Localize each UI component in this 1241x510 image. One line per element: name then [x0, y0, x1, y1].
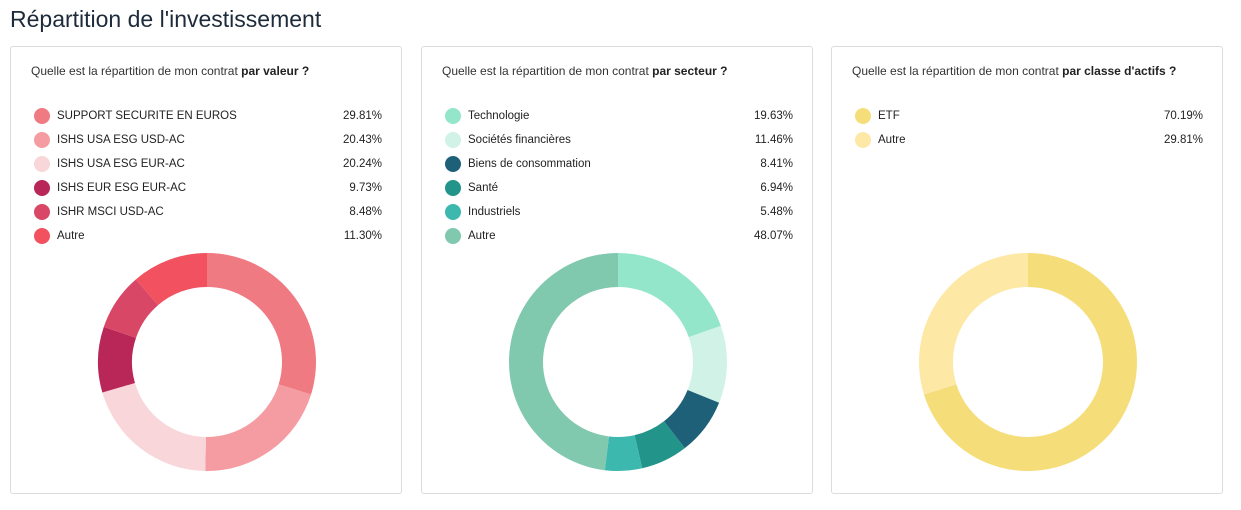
legend-item[interactable]: ISHS USA ESG USD-AC 20.43% [34, 128, 382, 152]
legend-label: Industriels [468, 206, 521, 218]
legend-value: 70.19% [1163, 110, 1203, 122]
donut-slice[interactable] [98, 326, 136, 393]
legend-item[interactable]: ISHS USA ESG EUR-AC 20.24% [34, 152, 382, 176]
legend-value: 20.24% [342, 158, 382, 170]
donut-slice[interactable] [923, 253, 1137, 471]
legend-value: 11.46% [754, 134, 793, 146]
legend-label: Autre [57, 230, 85, 242]
donut-slice[interactable] [102, 382, 206, 471]
legend-dot-icon [445, 204, 461, 220]
legend-item[interactable]: ISHS EUR ESG EUR-AC 9.73% [34, 176, 382, 200]
donut-slice[interactable] [634, 421, 685, 469]
legend-dot-icon [34, 132, 50, 148]
legend-value: 29.81% [342, 110, 382, 122]
donut-slice[interactable] [919, 253, 1028, 395]
question-bold: par valeur ? [241, 64, 310, 78]
legend-item[interactable]: Sociétés financières 11.46% [445, 128, 793, 152]
legend-label: ISHS USA ESG USD-AC [57, 134, 185, 146]
donut-slice[interactable] [687, 325, 727, 403]
donut-slice[interactable] [663, 390, 720, 449]
chart-question: Quelle est la répartition de mon contrat… [442, 64, 728, 78]
legend-label: Sociétés financières [468, 134, 571, 146]
legend-dot-icon [445, 180, 461, 196]
legend-value: 8.41% [760, 158, 793, 170]
donut-chart [98, 253, 316, 471]
legend-label: ISHS EUR ESG EUR-AC [57, 182, 187, 194]
question-text: Quelle est la répartition de mon contrat [31, 64, 242, 78]
legend-item[interactable]: Santé 6.94% [445, 176, 793, 200]
legend-value: 19.63% [753, 110, 793, 122]
legend-item[interactable]: ETF 70.19% [855, 104, 1203, 128]
donut-slice[interactable] [207, 253, 316, 395]
chart-card: Quelle est la répartition de mon contrat… [421, 46, 813, 494]
chart-question: Quelle est la répartition de mon contrat… [31, 64, 309, 78]
legend-value: 48.07% [753, 230, 793, 242]
legend-label: ETF [878, 110, 900, 122]
legend-value: 9.73% [349, 182, 382, 194]
legend-label: Autre [878, 134, 906, 146]
legend-dot-icon [34, 204, 50, 220]
legend-value: 6.94% [760, 182, 793, 194]
legend-dot-icon [34, 108, 50, 124]
donut-chart [919, 253, 1137, 471]
legend-item[interactable]: Autre 29.81% [855, 128, 1203, 152]
donut-slice[interactable] [509, 253, 618, 471]
donut-slice[interactable] [103, 279, 159, 338]
legend-item[interactable]: Biens de consommation 8.41% [445, 152, 793, 176]
donut-slice[interactable] [618, 253, 721, 338]
legend-dot-icon [34, 156, 50, 172]
legend-dot-icon [445, 108, 461, 124]
legend-label: ISHR MSCI USD-AC [57, 206, 164, 218]
donut-slice[interactable] [135, 253, 207, 306]
legend-label: Biens de consommation [468, 158, 591, 170]
question-bold: par classe d'actifs ? [1062, 64, 1177, 78]
legend-value: 11.30% [343, 230, 382, 242]
question-bold: par secteur ? [652, 64, 728, 78]
legend-label: SUPPORT SECURITE EN EUROS [57, 110, 237, 122]
legend-label: Autre [468, 230, 496, 242]
legend-dot-icon [34, 228, 50, 244]
legend-dot-icon [855, 108, 871, 124]
legend-label: ISHS USA ESG EUR-AC [57, 158, 185, 170]
donut-chart [509, 253, 727, 471]
legend-value: 29.81% [1163, 134, 1203, 146]
legend-value: 5.48% [760, 206, 793, 218]
legend-label: Technologie [468, 110, 530, 122]
donut-slice[interactable] [205, 384, 312, 471]
chart-card: Quelle est la répartition de mon contrat… [10, 46, 402, 494]
legend-value: 8.48% [349, 206, 382, 218]
legend-item[interactable]: SUPPORT SECURITE EN EUROS 29.81% [34, 104, 382, 128]
legend-value: 20.43% [342, 134, 382, 146]
legend-dot-icon [34, 180, 50, 196]
legend-dot-icon [445, 228, 461, 244]
chart-question: Quelle est la répartition de mon contrat… [852, 64, 1176, 78]
legend-item[interactable]: Autre 48.07% [445, 224, 793, 248]
legend-label: Santé [468, 182, 499, 194]
legend-item[interactable]: Industriels 5.48% [445, 200, 793, 224]
legend-item[interactable]: Technologie 19.63% [445, 104, 793, 128]
page-title: Répartition de l'investissement [10, 6, 322, 32]
donut-slice[interactable] [604, 435, 643, 471]
question-text: Quelle est la répartition de mon contrat [852, 64, 1063, 78]
legend: SUPPORT SECURITE EN EUROS 29.81% ISHS USA … [34, 104, 382, 248]
legend-dot-icon [445, 132, 461, 148]
legend-item[interactable]: ISHR MSCI USD-AC 8.48% [34, 200, 382, 224]
chart-card: Quelle est la répartition de mon contrat… [831, 46, 1223, 494]
legend-item[interactable]: Autre 11.30% [34, 224, 382, 248]
legend: ETF 70.19% Autre 29.81% [855, 104, 1203, 152]
legend-dot-icon [855, 132, 871, 148]
legend: Technologie 19.63% Sociétés financières 11.… [445, 104, 793, 248]
legend-dot-icon [445, 156, 461, 172]
question-text: Quelle est la répartition de mon contrat [442, 64, 653, 78]
